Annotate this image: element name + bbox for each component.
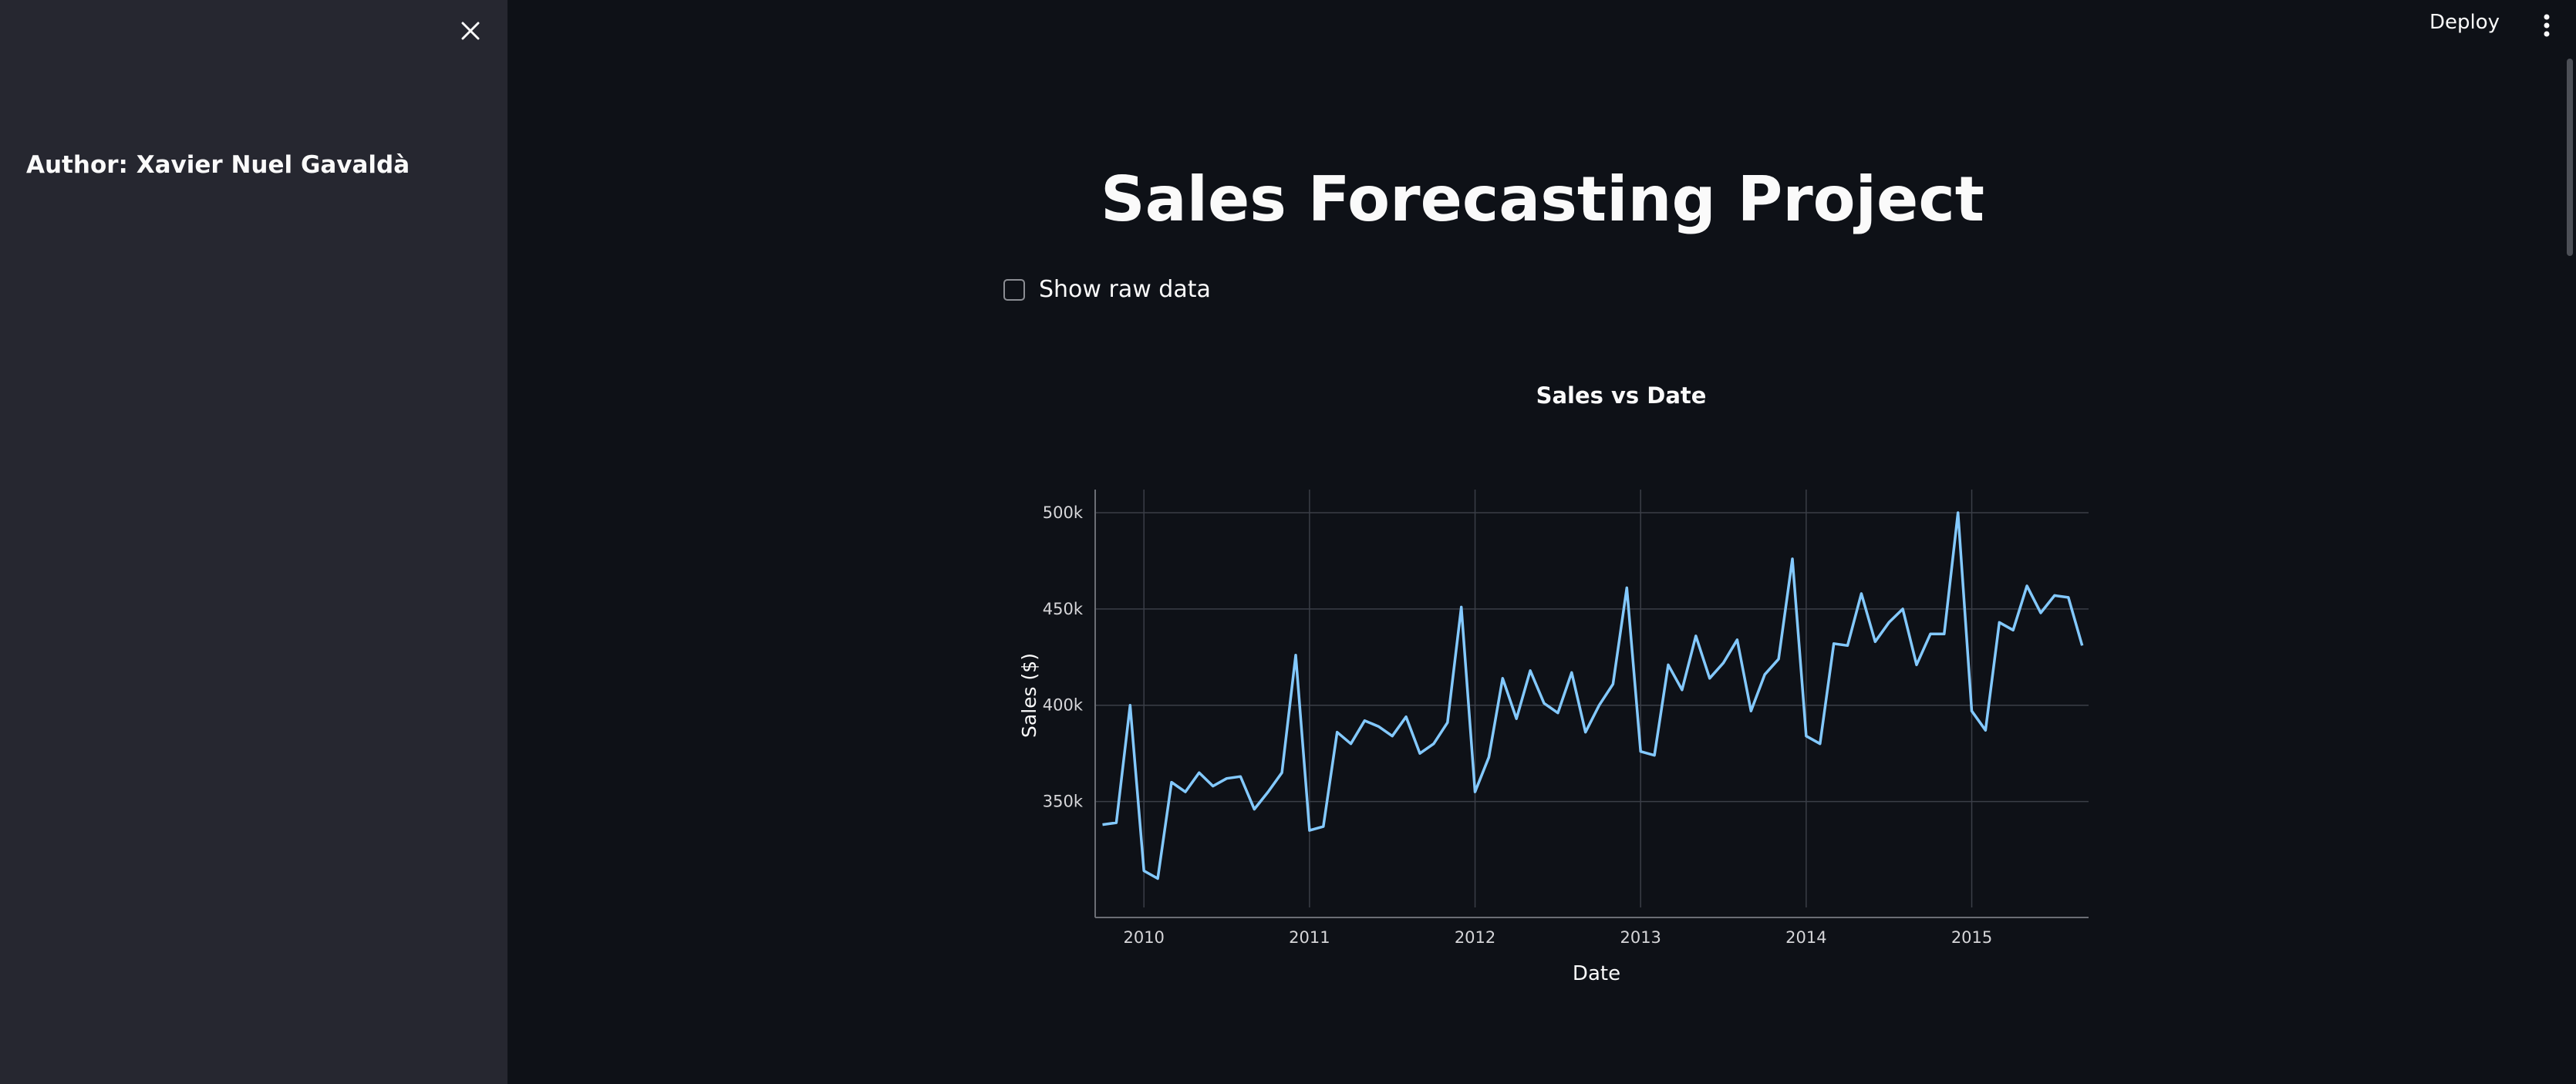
checkbox-box[interactable] [1003,278,1025,301]
y-tick-label: 500k [1043,503,1084,522]
y-axis-label: Sales ($) [1018,653,1040,738]
close-sidebar-button[interactable] [452,12,489,49]
sales-series-line [1102,511,2084,880]
page-title: Sales Forecasting Project [1101,163,1984,235]
main-menu-button[interactable] [2537,11,2556,40]
scrollbar[interactable] [2567,59,2573,256]
x-tick-label: 2013 [1620,928,1661,947]
deploy-button[interactable]: Deploy [2429,11,2500,34]
close-icon [461,22,480,40]
x-axis-label: Date [1573,962,1620,985]
main-area [507,0,2576,1084]
y-tick-label: 350k [1043,793,1084,811]
x-tick-label: 2015 [1951,928,1992,947]
x-tick-label: 2011 [1289,928,1330,947]
chart-grid [1095,490,2089,907]
checkbox-label: Show raw data [1039,276,1211,303]
y-tick-label: 400k [1043,696,1084,715]
vertical-dots-icon [2544,14,2550,37]
y-tick-labels: 350k 400k 450k 500k [1043,503,1084,811]
x-tick-label: 2014 [1785,928,1826,947]
show-raw-data-checkbox[interactable]: Show raw data [1003,276,1211,303]
sidebar: Author: Xavier Nuel Gavaldà [0,0,507,1084]
author-text: Author: Xavier Nuel Gavaldà [26,151,410,179]
x-tick-label: 2010 [1123,928,1164,947]
sales-chart: Sales vs Date 2010 2011 2012 2013 2014 2015 3… [1018,382,2089,985]
y-tick-label: 450k [1043,600,1084,618]
x-tick-labels: 2010 2011 2012 2013 2014 2015 [1123,928,1992,947]
chart-title: Sales vs Date [1536,382,1707,409]
x-tick-label: 2012 [1455,928,1495,947]
